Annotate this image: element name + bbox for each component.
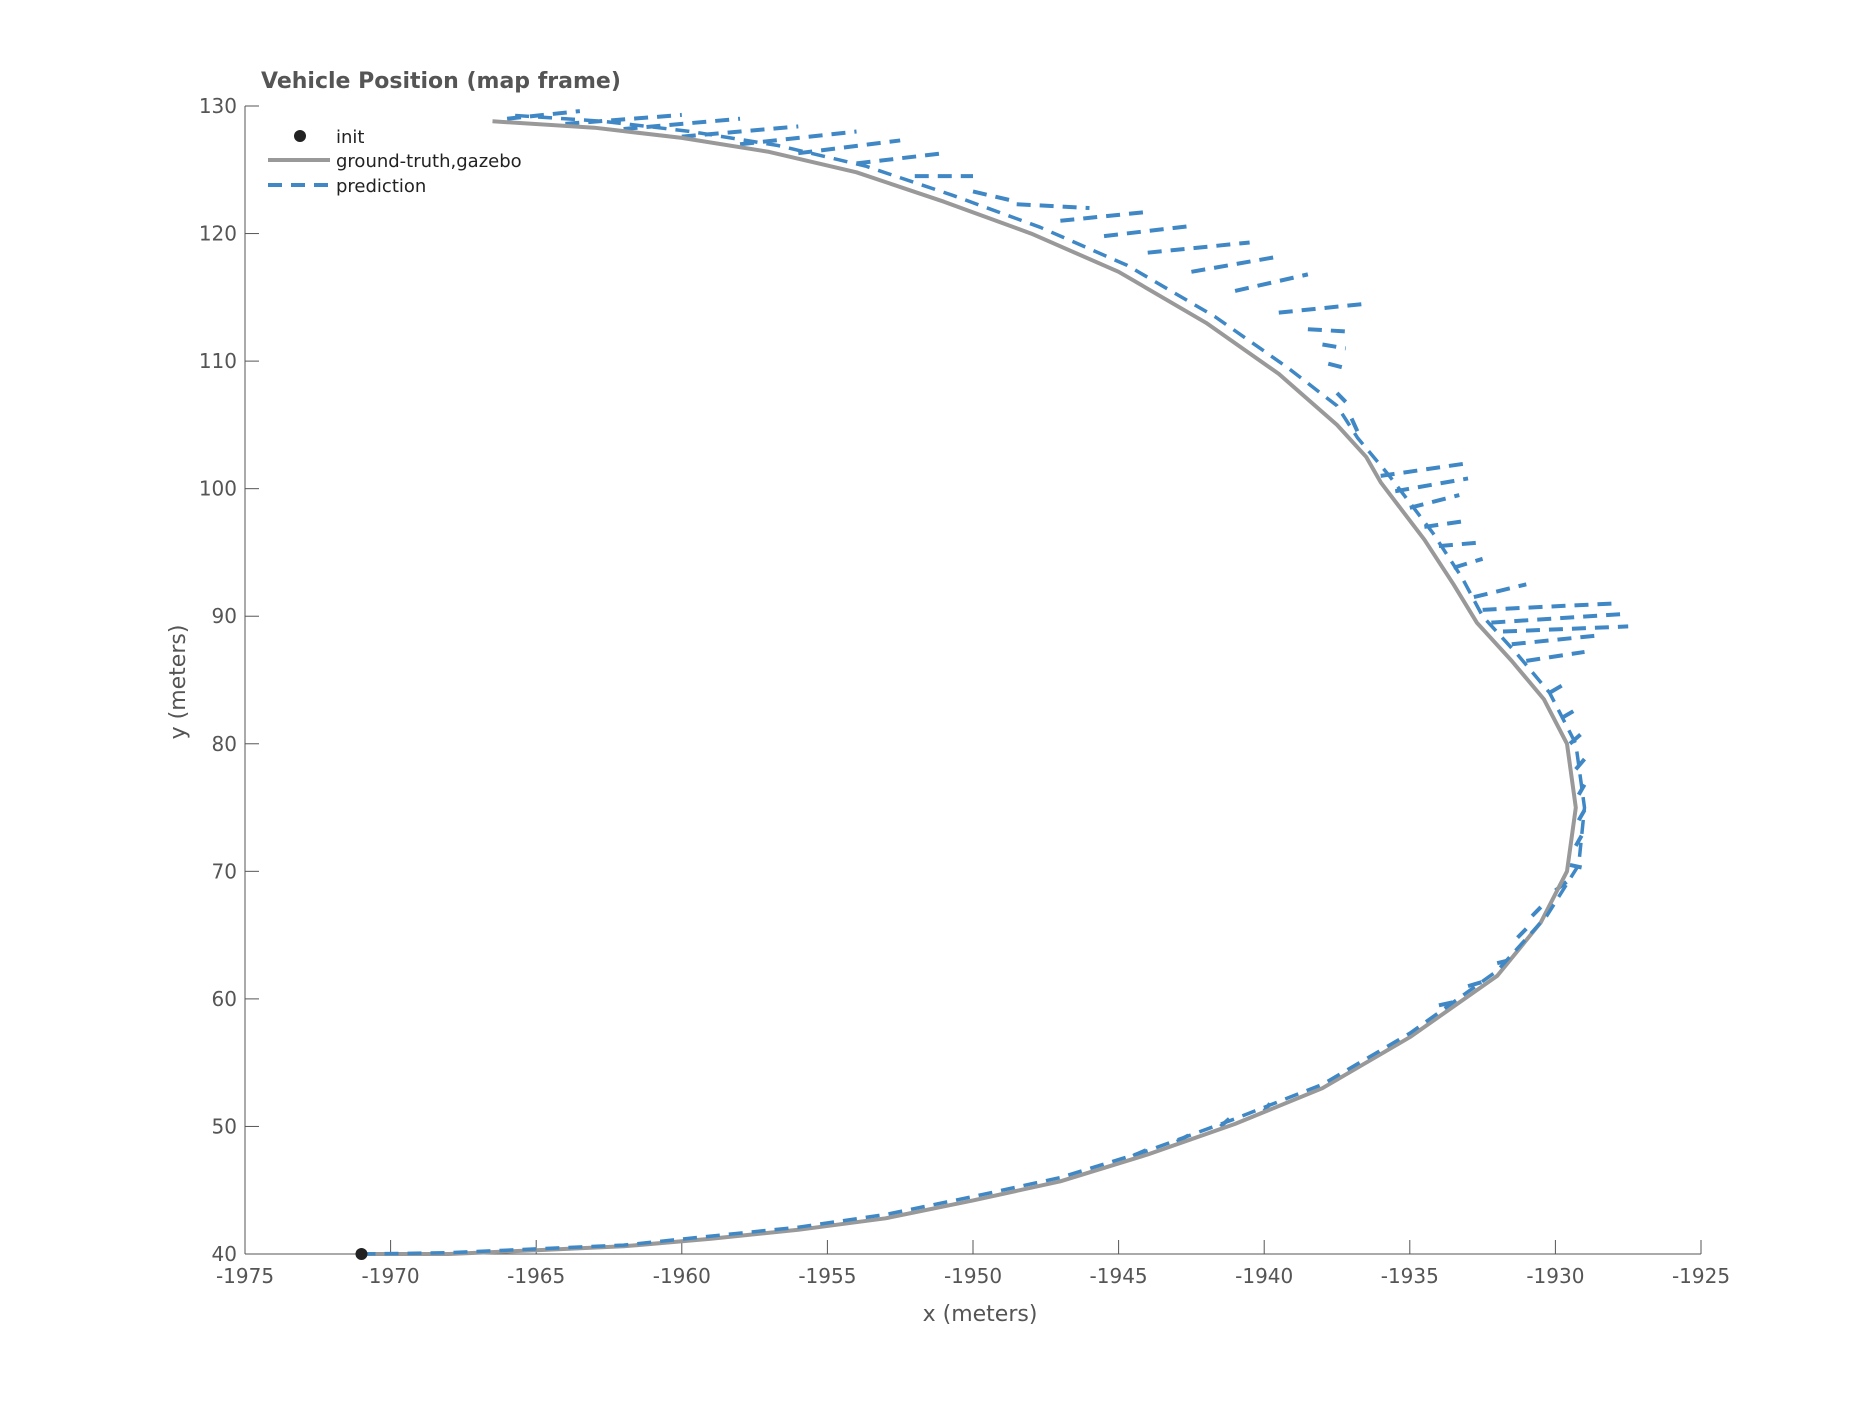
prediction-ray bbox=[1424, 518, 1469, 529]
prediction-ray bbox=[1349, 417, 1360, 433]
legend-ground-truth-label: ground-truth,gazebo bbox=[336, 151, 522, 172]
prediction-ray bbox=[1452, 556, 1484, 570]
legend-init-marker bbox=[294, 130, 306, 142]
prediction-ray bbox=[1576, 783, 1587, 796]
prediction-ray bbox=[506, 109, 581, 121]
x-tick-label: -1930 bbox=[1526, 1264, 1584, 1288]
prediction-ray bbox=[1327, 361, 1344, 370]
x-axis-label: x (meters) bbox=[923, 1302, 1038, 1327]
x-tick-label: -1960 bbox=[653, 1264, 711, 1288]
prediction-ray bbox=[1530, 905, 1543, 918]
ground-truth-series-line bbox=[361, 119, 1578, 1256]
prediction-ray bbox=[1438, 999, 1457, 1008]
y-tick-label: 120 bbox=[199, 222, 237, 246]
chart-title: Vehicle Position (map frame) bbox=[261, 69, 621, 94]
plot-area bbox=[355, 109, 1629, 1260]
legend: init ground-truth,gazebo prediction bbox=[268, 127, 522, 197]
prediction-ray bbox=[739, 129, 857, 147]
prediction-ray bbox=[1335, 391, 1348, 404]
y-tick-label: 130 bbox=[199, 94, 237, 118]
y-tick-label: 100 bbox=[199, 477, 237, 501]
y-tick-label: 60 bbox=[212, 987, 237, 1011]
init-point bbox=[355, 1248, 368, 1260]
prediction-ray bbox=[1234, 272, 1309, 293]
x-tick-label: -1955 bbox=[798, 1264, 856, 1288]
prediction-ray bbox=[1103, 223, 1192, 239]
prediction-ray bbox=[1409, 493, 1460, 510]
prediction-ray bbox=[623, 116, 741, 131]
y-tick-label: 110 bbox=[199, 349, 237, 373]
prediction-ray bbox=[1491, 611, 1629, 625]
y-tick-label: 90 bbox=[212, 604, 237, 628]
prediction-ray bbox=[856, 151, 945, 166]
legend-init-label: init bbox=[336, 127, 364, 148]
y-tick-label: 80 bbox=[212, 732, 237, 756]
prediction-ray bbox=[681, 124, 799, 139]
x-tick-label: -1940 bbox=[1235, 1264, 1293, 1288]
prediction-ray bbox=[1307, 327, 1352, 334]
prediction-ray bbox=[1548, 680, 1569, 695]
y-tick-label: 40 bbox=[212, 1242, 237, 1266]
prediction-ray bbox=[1525, 649, 1585, 663]
prediction-ray bbox=[1147, 240, 1250, 255]
x-tick-label: -1925 bbox=[1672, 1264, 1730, 1288]
prediction-ray bbox=[1569, 863, 1583, 870]
prediction-ray bbox=[1576, 809, 1587, 822]
prediction-ray bbox=[1467, 979, 1487, 989]
prediction-ray bbox=[1016, 202, 1090, 211]
prediction-ray bbox=[1438, 540, 1483, 549]
prediction-ray bbox=[798, 138, 901, 156]
prediction-series-line bbox=[361, 113, 1587, 1256]
prediction-ray bbox=[1560, 706, 1580, 720]
prediction-ray bbox=[1380, 461, 1469, 478]
axes: -1975 -1970 -1965 -1960 -1955 -1950 -1945 -1940… bbox=[199, 94, 1730, 1288]
prediction-ray bbox=[1502, 624, 1629, 634]
prediction-ray bbox=[1322, 342, 1347, 351]
legend-prediction-label: prediction bbox=[336, 176, 426, 197]
prediction-ray bbox=[565, 112, 682, 126]
prediction-ray bbox=[1482, 601, 1614, 612]
y-tick-label: 70 bbox=[212, 859, 237, 883]
prediction-ray bbox=[1473, 582, 1527, 600]
x-tick-label: -1975 bbox=[216, 1264, 274, 1288]
prediction-ray bbox=[1060, 209, 1148, 223]
prediction-ray bbox=[972, 189, 1018, 204]
x-tick-label: -1950 bbox=[944, 1264, 1002, 1288]
prediction-ray bbox=[1511, 633, 1600, 647]
prediction-ray bbox=[1394, 476, 1469, 494]
prediction-ray bbox=[1568, 732, 1583, 746]
y-tick-label: 50 bbox=[212, 1114, 237, 1138]
prediction-ray bbox=[1278, 301, 1367, 315]
x-tick-label: -1935 bbox=[1381, 1264, 1439, 1288]
x-tick-label: -1970 bbox=[362, 1264, 420, 1288]
prediction-ray bbox=[1574, 834, 1584, 847]
x-tick-label: -1965 bbox=[507, 1264, 565, 1288]
x-tick-label: -1945 bbox=[1090, 1264, 1148, 1288]
y-axis-label: y (meters) bbox=[166, 625, 191, 740]
prediction-ray bbox=[1191, 254, 1280, 274]
prediction-ray bbox=[1516, 927, 1528, 940]
